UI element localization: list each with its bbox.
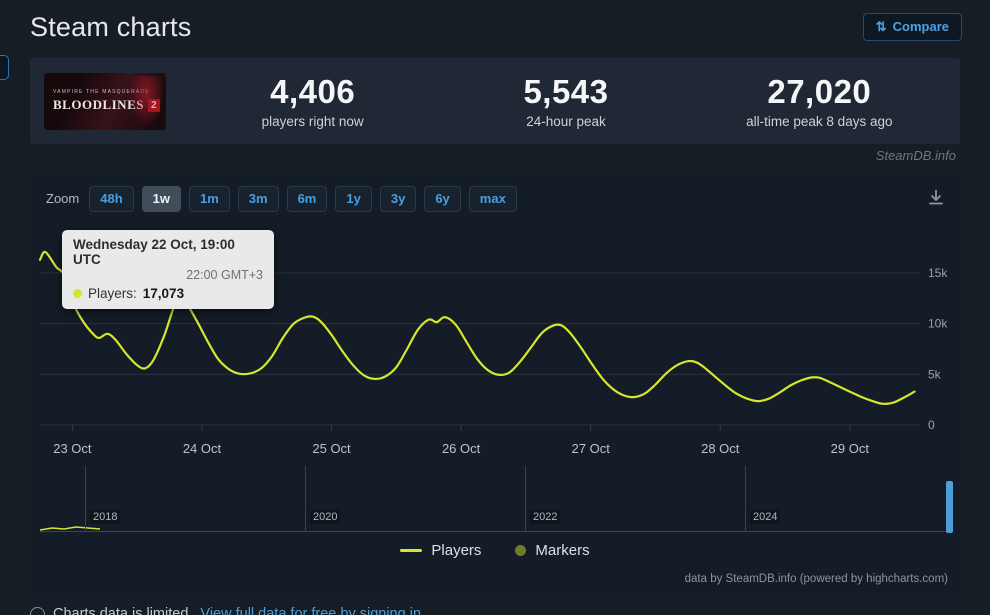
svg-text:25 Oct: 25 Oct bbox=[312, 441, 351, 456]
players-chart[interactable]: 0 5k 10k 15k 23 Oct 24 Oct 25 Oct 26 Oct 27 Oct 2… bbox=[30, 234, 960, 464]
chart-panel: Zoom 48h 1w 1m 3m 6m 1y 3y 6y max 0 5k 10k 15k 23 Oc… bbox=[30, 172, 960, 598]
legend-item-markers[interactable]: Markers bbox=[515, 542, 590, 559]
left-edge-tab bbox=[0, 55, 9, 80]
navigator-tick bbox=[745, 466, 746, 531]
compare-button-label: Compare bbox=[892, 19, 949, 34]
zoom-range-3y[interactable]: 3y bbox=[379, 185, 417, 212]
navigator-handle[interactable] bbox=[946, 481, 953, 533]
zoom-range-1w[interactable]: 1w bbox=[141, 185, 181, 212]
zoom-range-6m[interactable]: 6m bbox=[286, 185, 328, 212]
chart-navigator[interactable]: 2018 2020 2022 2024 bbox=[40, 466, 953, 533]
legend-item-players[interactable]: Players bbox=[400, 542, 481, 559]
zoom-range-max[interactable]: max bbox=[468, 185, 517, 212]
navigator-tick bbox=[525, 466, 526, 531]
compare-icon: ⇅ bbox=[875, 18, 887, 34]
svg-text:5k: 5k bbox=[928, 367, 942, 381]
stat-24h-peak: 5,543 24-hour peak bbox=[439, 73, 692, 129]
chart-credits: data by SteamDB.info (powered by highcha… bbox=[684, 573, 948, 585]
tooltip-series-row: Players: 17,073 bbox=[73, 286, 263, 301]
navigator-year-label: 2022 bbox=[530, 510, 561, 524]
stat-24h-peak-value: 5,543 bbox=[523, 73, 609, 110]
svg-text:23 Oct: 23 Oct bbox=[53, 441, 92, 456]
footer-notice: Charts data is limited. View full data f… bbox=[30, 606, 990, 615]
stat-current-players-value: 4,406 bbox=[270, 73, 356, 110]
signin-link[interactable]: View full data for free by signing in bbox=[200, 606, 422, 615]
zoom-range-1y[interactable]: 1y bbox=[335, 185, 372, 212]
download-icon[interactable] bbox=[926, 187, 946, 212]
svg-text:28 Oct: 28 Oct bbox=[701, 441, 740, 456]
navigator-tick bbox=[305, 466, 306, 531]
zoom-buttons: 48h 1w 1m 3m 6m 1y 3y 6y max bbox=[89, 185, 517, 212]
zoom-range-1m[interactable]: 1m bbox=[188, 185, 230, 212]
stat-current-players: 4,406 players right now bbox=[186, 73, 439, 129]
zoom-range-3m[interactable]: 3m bbox=[237, 185, 279, 212]
zoom-label: Zoom bbox=[46, 191, 80, 206]
svg-text:24 Oct: 24 Oct bbox=[183, 441, 222, 456]
players-line-swatch-icon bbox=[400, 549, 423, 552]
footer-notice-text: Charts data is limited. bbox=[53, 606, 193, 615]
page-title: Steam charts bbox=[30, 12, 192, 42]
game-logo-top: VAMPIRE THE MASQUERADE bbox=[53, 89, 150, 95]
game-logo-title: BLOODLINES bbox=[53, 97, 144, 112]
navigator-mini-series bbox=[40, 526, 101, 531]
navigator-year-label: 2018 bbox=[90, 510, 121, 524]
svg-text:26 Oct: 26 Oct bbox=[442, 441, 481, 456]
stat-24h-peak-label: 24-hour peak bbox=[526, 114, 606, 129]
tooltip-series-label: Players: bbox=[88, 286, 137, 301]
chart-tooltip: Wednesday 22 Oct, 19:00 UTC 22:00 GMT+3 … bbox=[62, 230, 274, 309]
markers-dot-swatch-icon bbox=[515, 545, 527, 556]
svg-text:10k: 10k bbox=[928, 317, 948, 331]
svg-text:29 Oct: 29 Oct bbox=[831, 441, 870, 456]
tooltip-subtitle: 22:00 GMT+3 bbox=[186, 268, 263, 282]
stat-alltime-peak-value: 27,020 bbox=[767, 73, 872, 110]
zoom-range-48h[interactable]: 48h bbox=[89, 185, 134, 212]
navigator-year-label: 2020 bbox=[310, 510, 341, 524]
stat-alltime-peak-label: all-time peak 8 days ago bbox=[746, 114, 893, 129]
svg-text:15k: 15k bbox=[928, 266, 948, 280]
compare-button[interactable]: ⇅ Compare bbox=[862, 13, 962, 41]
zoom-row: Zoom 48h 1w 1m 3m 6m 1y 3y 6y max bbox=[42, 185, 946, 212]
stat-alltime-peak: 27,020 all-time peak 8 days ago bbox=[693, 73, 946, 129]
zoom-range-6y[interactable]: 6y bbox=[424, 185, 461, 212]
topbar: Steam charts ⇅ Compare bbox=[0, 0, 990, 44]
legend-markers-label: Markers bbox=[535, 542, 590, 559]
navigator-year-label: 2024 bbox=[750, 510, 781, 524]
steamdb-watermark: SteamDB.info bbox=[875, 148, 956, 163]
svg-text:0: 0 bbox=[928, 418, 935, 432]
navigator-tick bbox=[85, 466, 86, 531]
legend-players-label: Players bbox=[431, 542, 482, 559]
svg-text:27 Oct: 27 Oct bbox=[572, 441, 611, 456]
stat-current-players-label: players right now bbox=[261, 114, 364, 129]
game-logo-badge: 2 bbox=[147, 98, 161, 112]
stats-panel: VAMPIRE THE MASQUERADE BLOODLINES 2 4,40… bbox=[30, 58, 960, 144]
game-capsule[interactable]: VAMPIRE THE MASQUERADE BLOODLINES 2 bbox=[44, 72, 166, 130]
tooltip-series-value: 17,073 bbox=[142, 286, 185, 301]
chart-legend: Players Markers bbox=[30, 542, 960, 559]
tooltip-title: Wednesday 22 Oct, 19:00 UTC bbox=[73, 237, 235, 267]
series-marker-icon bbox=[73, 289, 82, 298]
info-icon bbox=[30, 606, 45, 615]
game-logo-main: BLOODLINES 2 bbox=[53, 97, 166, 113]
